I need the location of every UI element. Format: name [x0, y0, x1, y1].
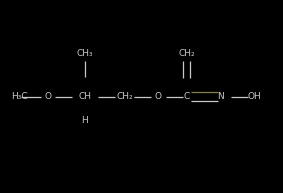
Text: OH: OH — [248, 92, 261, 101]
Text: C: C — [184, 92, 190, 101]
Text: O: O — [45, 92, 52, 101]
Text: CH₂: CH₂ — [179, 49, 195, 58]
Text: CH: CH — [78, 92, 91, 101]
Text: CH₃: CH₃ — [77, 49, 93, 58]
Text: O: O — [155, 92, 162, 101]
Text: H₃C: H₃C — [11, 92, 28, 101]
Text: N: N — [217, 92, 224, 101]
Text: CH₂: CH₂ — [116, 92, 133, 101]
Text: H: H — [82, 116, 88, 125]
